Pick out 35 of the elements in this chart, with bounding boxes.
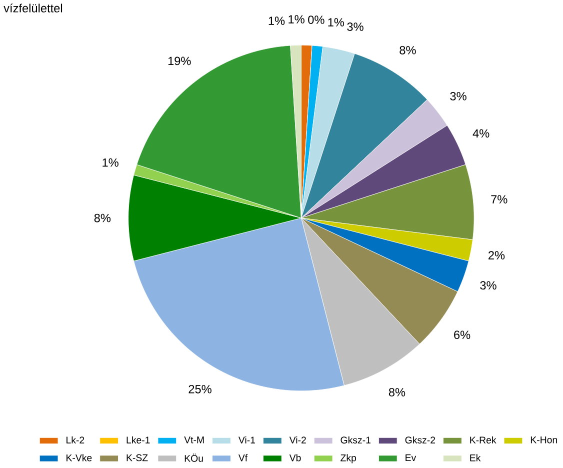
data-label: 4% [472, 129, 490, 138]
legend-label: Ev [406, 454, 416, 462]
text: 0% [308, 16, 324, 24]
data-label: 3% [480, 281, 496, 290]
legend-label: KÖu [184, 454, 203, 462]
legend-label: K-SZ [126, 454, 148, 462]
data-label: 1% [328, 18, 344, 27]
data-label: 7% [491, 195, 508, 204]
data-label: 6% [454, 330, 470, 340]
data-label: 19% [168, 56, 191, 66]
legend-label: Vf [238, 454, 248, 462]
legend-label: Gksz-2 [405, 436, 436, 444]
data-label: 1% [268, 16, 285, 26]
chart-title: vízfelülettel [4, 4, 62, 13]
legend-label: Zkp [340, 454, 356, 464]
data-label: 8% [94, 214, 111, 222]
legend-label: Ek [470, 454, 481, 462]
data-label: 8% [388, 388, 406, 397]
data-label: 25% [188, 385, 212, 394]
legend-label: Lke-1 [126, 436, 150, 444]
data-label: 1% [288, 15, 304, 24]
legend-label: K-Vke [66, 454, 92, 462]
legend-label: Vi-2 [289, 436, 306, 444]
data-label: 3% [450, 92, 466, 101]
legend-label: K-Hon [530, 436, 557, 444]
data-label: 3% [347, 22, 364, 32]
legend-label: Vi-1 [238, 436, 255, 444]
legend-label: Lk-2 [66, 436, 84, 444]
data-label: 8% [400, 46, 416, 55]
legend-label: Vb [289, 454, 301, 462]
data-label: 1% [102, 158, 118, 167]
legend-label: K-Rek [470, 436, 496, 444]
data-label: 2% [488, 251, 505, 260]
legend-label: Gksz-1 [340, 436, 370, 444]
legend-label: Vt-M [184, 436, 204, 444]
